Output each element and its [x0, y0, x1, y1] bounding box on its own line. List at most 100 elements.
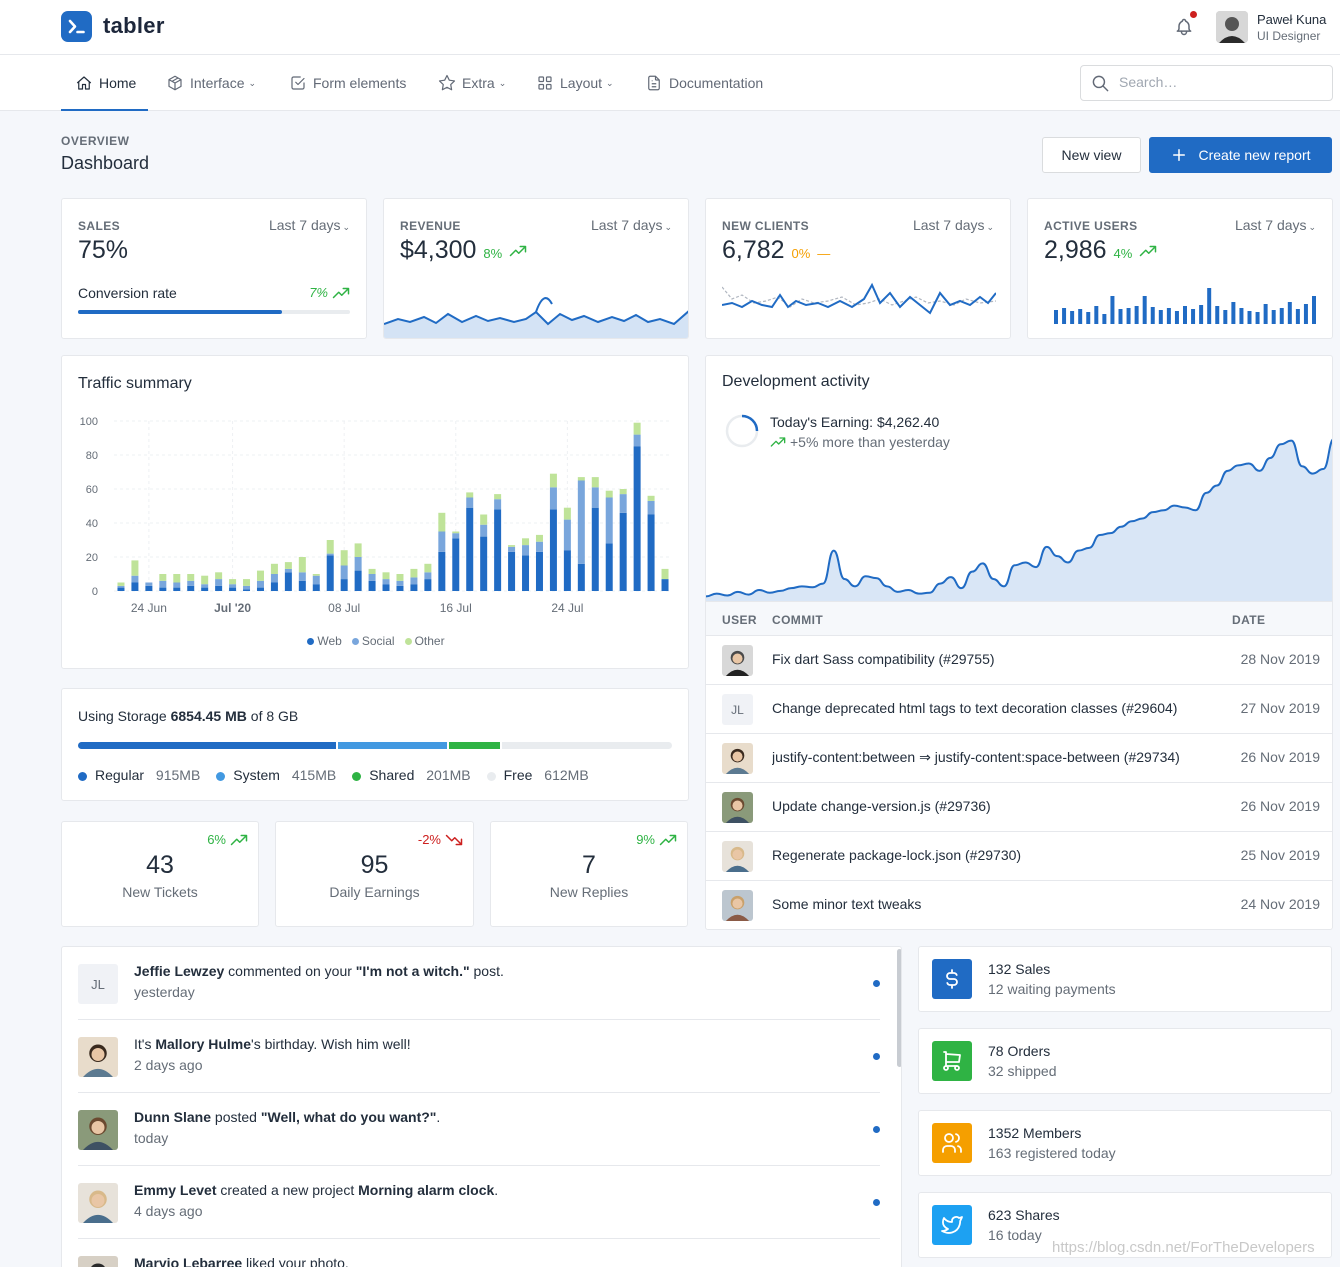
user-avatar: [722, 841, 753, 872]
commit-date: 26 Nov 2019: [1240, 798, 1320, 814]
page-pretitle: OVERVIEW: [61, 134, 130, 148]
commit-message: Change deprecated html tags to text deco…: [772, 700, 1178, 716]
activity-item[interactable]: It's Mallory Hulme's birthday. Wish him …: [78, 1020, 880, 1093]
nav-documentation[interactable]: Documentation: [645, 55, 763, 111]
new-clients-card: NEW CLIENTS Last 7 days ⌄ 6,782 0% —: [705, 198, 1011, 339]
y-tick-label: 0: [92, 586, 98, 598]
traffic-bar-other: [452, 531, 460, 534]
traffic-bar-other: [605, 490, 613, 498]
clients-range-dropdown[interactable]: Last 7 days ⌄: [913, 217, 994, 233]
stat-card: 1352 Members 163 registered today: [918, 1110, 1332, 1176]
create-report-button[interactable]: Create new report: [1149, 137, 1332, 173]
nav-documentation-label: Documentation: [669, 75, 764, 91]
commit-date: 25 Nov 2019: [1240, 847, 1320, 863]
traffic-bar-web: [298, 580, 306, 591]
users-bar: [1086, 312, 1091, 324]
users-bar: [1312, 296, 1316, 324]
traffic-bar-social: [243, 585, 251, 590]
commit-row[interactable]: Fix dart Sass compatibility (#29755) 28 N…: [706, 636, 1332, 685]
storage-legend-system: System 415MB: [216, 767, 336, 783]
nav-interface-label: Interface: [190, 75, 245, 91]
traffic-bar-social: [298, 572, 306, 581]
storage-legend-regular: Regular 915MB: [78, 767, 200, 783]
revenue-range-dropdown[interactable]: Last 7 days ⌄: [591, 217, 672, 233]
shopping-cart-icon: [932, 1041, 972, 1081]
users-bar: [1174, 311, 1179, 324]
traffic-bar-social: [215, 579, 223, 586]
traffic-bar-social: [270, 574, 278, 583]
nav-form-elements[interactable]: Form elements: [289, 55, 406, 111]
traffic-bar-social: [549, 487, 557, 510]
sales-range-label: Last 7 days: [268, 217, 341, 233]
user-role: UI Designer: [1257, 29, 1321, 43]
users-bar: [1207, 288, 1212, 324]
user-avatar: [78, 1256, 118, 1267]
activity-item[interactable]: JL Jeffie Lewzey commented on your "I'm n…: [78, 947, 880, 1020]
search-input[interactable]: [1119, 74, 1319, 90]
traffic-bar-web: [284, 572, 292, 591]
user-avatar[interactable]: [1216, 11, 1248, 43]
traffic-bar-web: [633, 446, 641, 591]
clients-trend: 0%: [791, 246, 811, 261]
clients-sparkline: [722, 282, 996, 315]
earning-sub-label: +5% more than yesterday: [790, 434, 950, 450]
user-avatar: [78, 1183, 118, 1223]
home-icon: [76, 76, 92, 90]
unread-dot: [873, 980, 880, 987]
sales-range-dropdown[interactable]: Last 7 days ⌄: [269, 217, 350, 233]
chevron-down-icon: ⌄: [1308, 222, 1316, 232]
commit-row[interactable]: Some minor text tweaks 24 Nov 2019: [706, 881, 1332, 929]
activity-item[interactable]: Maryjo Lebarree liked your photo.: [78, 1239, 880, 1267]
minus-icon: —: [817, 246, 831, 261]
activity-text: Dunn Slane posted "Well, what do you wan…: [134, 1109, 441, 1125]
new-view-button[interactable]: New view: [1042, 137, 1141, 173]
commit-row[interactable]: justify-content:between ⇒ justify-conten…: [706, 734, 1332, 783]
users-bar: [1263, 304, 1268, 324]
traffic-bar-web: [522, 555, 530, 591]
brand-name[interactable]: tabler: [103, 13, 165, 38]
users-bar: [1247, 311, 1252, 324]
traffic-bar-social: [173, 582, 181, 588]
users-range-label: Last 7 days: [1234, 217, 1307, 233]
users-bar: [1142, 296, 1147, 324]
revenue-trend: 8%: [483, 246, 503, 261]
nav-extra[interactable]: Extra ⌄: [438, 55, 506, 111]
traffic-bar-social: [410, 577, 418, 585]
tabler-logo-icon[interactable]: [61, 11, 92, 42]
users-bar: [1231, 302, 1236, 324]
storage-suffix: of 8 GB: [246, 708, 299, 724]
user-name[interactable]: Paweł Kuna: [1257, 12, 1327, 27]
nav-interface[interactable]: Interface ⌄: [166, 55, 256, 111]
nav-layout[interactable]: Layout ⌄: [536, 55, 614, 111]
user-avatar: [722, 890, 753, 921]
storage-prefix: Using Storage: [78, 708, 171, 724]
commit-row[interactable]: Update change-version.js (#29736) 26 Nov …: [706, 783, 1332, 832]
nav-home[interactable]: Home: [60, 55, 149, 111]
traffic-bar-web: [131, 582, 139, 591]
commit-row[interactable]: JL Change deprecated html tags to text de…: [706, 685, 1332, 734]
search-box[interactable]: [1080, 65, 1333, 101]
traffic-bar-web: [466, 507, 474, 591]
traffic-bar-other: [619, 489, 627, 495]
users-bar: [1295, 309, 1300, 324]
commit-message: Regenerate package-lock.json (#29730): [772, 847, 1022, 863]
traffic-bar-web: [494, 509, 502, 591]
activity-item[interactable]: Dunn Slane posted "Well, what do you wan…: [78, 1093, 880, 1166]
users-bar: [1134, 306, 1139, 324]
traffic-bar-social: [563, 519, 571, 551]
traffic-bar-other: [466, 492, 474, 498]
traffic-bar-web: [424, 579, 432, 591]
chevron-down-icon: ⌄: [248, 77, 257, 88]
traffic-bar-other: [382, 572, 390, 580]
activity-scrollbar[interactable]: [897, 949, 901, 1067]
trending-up-icon: [770, 437, 786, 447]
file-icon: [648, 75, 660, 91]
traffic-bar-web: [270, 582, 278, 591]
traffic-bar-web: [229, 587, 237, 591]
activity-item[interactable]: Emmy Levet created a new project Morning…: [78, 1166, 880, 1239]
users-range-dropdown[interactable]: Last 7 days ⌄: [1235, 217, 1316, 233]
sales-trend-value: 7%: [309, 285, 328, 300]
commit-row[interactable]: Regenerate package-lock.json (#29730) 25 …: [706, 832, 1332, 881]
traffic-bar-social: [187, 580, 195, 586]
bell-icon[interactable]: [1174, 16, 1194, 38]
